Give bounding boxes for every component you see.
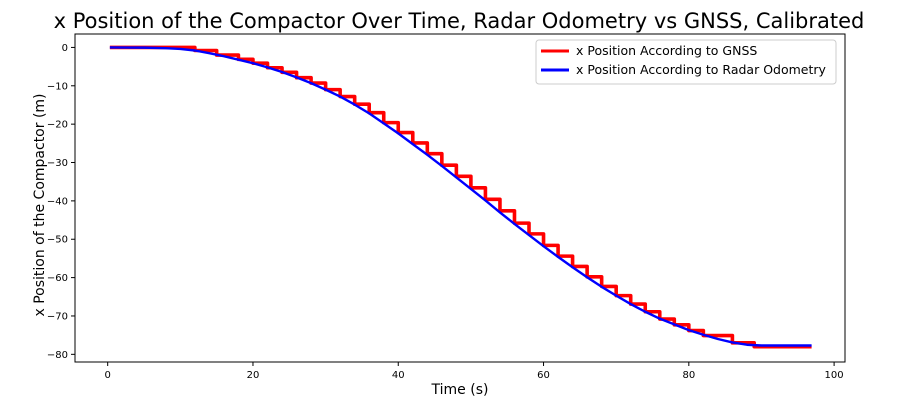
plot-frame	[74, 33, 846, 363]
series-line-radar-odometry	[109, 46, 812, 347]
plot-area	[74, 33, 846, 363]
legend-label-radar: x Position According to Radar Odometry	[576, 62, 827, 77]
y-tick-label: −80	[47, 350, 68, 361]
y-tick-label: −10	[47, 81, 68, 92]
x-tick-label: 40	[392, 370, 405, 381]
y-tick-label: −60	[47, 273, 68, 284]
y-tick-label: −20	[47, 120, 68, 131]
legend-label-gnss: x Position According to GNSS	[576, 43, 757, 58]
x-tick-label: 60	[537, 370, 550, 381]
y-tick-label: 0	[62, 43, 68, 54]
y-tick-label: −50	[47, 235, 68, 246]
y-axis: 0 −10 −20 −30 −40 −50 −60 −70 −80	[47, 43, 75, 361]
x-tick-label: 0	[105, 370, 111, 381]
y-tick-label: −70	[47, 311, 68, 322]
legend: x Position According to GNSS x Position …	[535, 39, 837, 85]
x-tick-label: 80	[682, 370, 695, 381]
x-axis-label: Time (s)	[431, 382, 489, 398]
x-tick-label: 100	[825, 370, 844, 381]
x-axis: 0 20 40 60 80 100	[105, 362, 844, 381]
y-axis-label: x Position of the Compactor (m)	[32, 93, 48, 316]
chart-title: x Position of the Compactor Over Time, R…	[54, 9, 865, 33]
series-layer	[109, 45, 812, 349]
legend-box	[535, 39, 837, 85]
y-tick-label: −40	[47, 196, 68, 207]
series-line-gnss	[109, 45, 812, 349]
y-tick-label: −30	[47, 158, 68, 169]
x-tick-label: 20	[247, 370, 260, 381]
